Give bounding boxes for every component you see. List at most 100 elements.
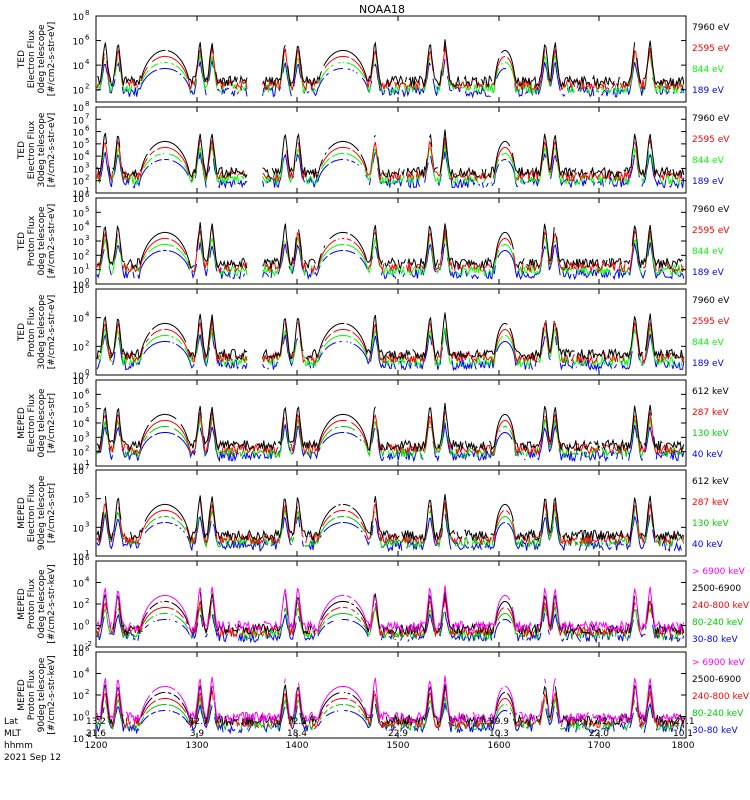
legend-entry: 844 eV [692, 247, 725, 257]
y-axis-label-line: MEPED [17, 497, 27, 529]
y-tick-label: 10 [73, 372, 85, 382]
y-tick-label: 10 [73, 87, 85, 97]
legend-entry: 844 eV [692, 65, 725, 75]
y-tick-exponent: -2 [85, 640, 92, 648]
y-tick-exponent: 4 [85, 220, 90, 228]
legend-entry: 612 keV [692, 477, 729, 487]
y-axis-label: MEPEDElectron Flux0deg telescope[#/cm2-s… [17, 388, 57, 458]
y-tick-label: 10 [73, 553, 85, 563]
legend-entry: 287 keV [692, 408, 729, 418]
orbit-tick-label: 1400 [286, 741, 309, 751]
orbit-row-label: 2021 Sep 12 [4, 753, 61, 763]
y-axis-label-line: MEPED [17, 407, 27, 439]
orbit-tick-label: -27.1 [671, 717, 694, 727]
y-tick-label: 10 [73, 714, 85, 724]
y-axis-label-line: TED [17, 141, 27, 160]
y-tick-exponent: 3 [85, 234, 89, 242]
y-tick-exponent: 2 [85, 688, 89, 696]
legend-entry: 2500-6900 [692, 584, 741, 594]
y-axis-label-line: 30deg telescope [37, 294, 47, 369]
y-tick-exponent: 0 [85, 619, 89, 627]
legend-entry: 130 keV [692, 429, 729, 439]
y-tick-exponent: 2 [85, 339, 89, 347]
y-tick-label: 10 [73, 209, 85, 219]
y-tick-exponent: 0 [85, 368, 89, 376]
y-tick-label: 10 [73, 129, 85, 139]
y-tick-exponent: 6 [85, 387, 90, 395]
y-axis-label: TEDProton Flux0deg telescope[#/cm2-s-str… [17, 204, 57, 279]
orbit-tick-label: -71.6 [386, 717, 410, 727]
y-tick-exponent: 6 [85, 191, 90, 199]
series-line [96, 129, 685, 179]
orbit-tick-label: 1200 [85, 741, 108, 751]
y-tick-exponent: 3 [85, 161, 89, 169]
series-line [96, 222, 683, 270]
orbit-row-label: hhmm [4, 741, 33, 751]
orbit-tick-label: 1600 [488, 741, 511, 751]
y-tick-label: 10 [73, 391, 85, 401]
y-axis-label-line: Proton Flux [27, 215, 37, 266]
y-tick-exponent: 4 [85, 576, 90, 584]
orbit-tick-label: 1700 [588, 741, 611, 751]
legend-entry: 80-240 keV [692, 709, 744, 719]
legend-entry: 7960 eV [692, 296, 730, 306]
orbit-tick-label: 18.4 [287, 729, 307, 739]
y-tick-label: 10 [73, 671, 85, 681]
y-tick-exponent: 5 [85, 205, 89, 213]
y-tick-exponent: 6 [85, 645, 90, 653]
y-tick-exponent: 7 [85, 373, 89, 381]
y-tick-exponent: 2 [85, 445, 89, 453]
legend-entry: 240-800 keV [692, 601, 750, 611]
legend-entry: 2595 eV [692, 44, 730, 54]
series-line [96, 312, 684, 362]
series-line [96, 39, 685, 89]
y-tick-exponent: 4 [85, 416, 90, 424]
y-tick-label: 10 [73, 692, 85, 702]
y-tick-exponent: 8 [85, 100, 89, 108]
y-tick-exponent: 4 [85, 149, 90, 157]
legend-entry: > 6900 keV [692, 567, 746, 577]
series-line [96, 403, 685, 453]
chart-title: NOAA18 [359, 3, 405, 16]
y-tick-exponent: 2 [85, 174, 89, 182]
legend-entry: 7960 eV [692, 114, 730, 124]
orbit-axis-group: Lat MLT hhmm 2021 Sep 12 13.2 -42.7 72.1 -71.6 3… [4, 717, 695, 763]
orbit-tick-label: 1300 [186, 741, 209, 751]
orbit-tick-label: 72.1 [287, 717, 307, 727]
y-tick-label: 10 [73, 252, 85, 262]
y-tick-label: 10 [73, 190, 85, 200]
y-tick-exponent: 2 [85, 248, 89, 256]
orbit-tick-label: 1500 [387, 741, 410, 751]
y-tick-exponent: 1 [85, 263, 89, 271]
y-tick-label: 10 [73, 281, 85, 291]
y-tick-exponent: 6 [85, 34, 90, 42]
y-tick-label: 10 [73, 496, 85, 506]
y-tick-exponent: 1 [85, 186, 89, 194]
y-tick-label: 10 [73, 224, 85, 234]
y-axis-label: MEPEDProton Flux0deg telescope[#/cm2-s-s… [17, 564, 57, 643]
y-axis-label: MEPEDElectron Flux90deg telescope[#/cm2-… [17, 475, 57, 550]
y-tick-exponent: 7 [85, 112, 89, 120]
y-axis-label-line: [#/cm2-s-str] [47, 393, 57, 453]
orbit-row-label: Lat [4, 717, 19, 727]
orbit-tick-label: 1800 [672, 741, 695, 751]
y-tick-exponent: 5 [85, 402, 89, 410]
legend-entry: 30-80 keV [692, 635, 738, 645]
orbit-tick-label: 39.9 [489, 717, 509, 727]
legend-entry: 189 eV [692, 177, 725, 187]
y-tick-exponent: 6 [85, 125, 90, 133]
y-axis-label-line: Proton Flux [27, 669, 37, 720]
y-axis-label: TEDProton Flux30deg telescope[#/cm2-s-st… [17, 294, 57, 369]
legend-entry: 80-240 keV [692, 618, 744, 628]
legend-entry: 844 eV [692, 338, 725, 348]
y-tick-label: 10 [73, 195, 85, 205]
y-tick-exponent: 0 [85, 710, 89, 718]
legend-entry: 2595 eV [692, 226, 730, 236]
y-tick-exponent: 4 [85, 667, 90, 675]
y-tick-label: 10 [73, 62, 85, 72]
y-tick-label: 10 [73, 286, 85, 296]
y-axis-label: MEPEDProton Flux90deg telescope[#/cm2-s-… [17, 655, 57, 734]
